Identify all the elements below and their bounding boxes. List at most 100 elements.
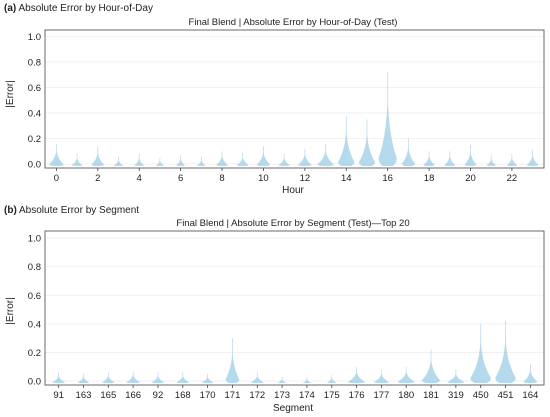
hour-of-day-violin-chart: Final Blend | Absolute Error by Hour-of-…: [5, 17, 545, 196]
panel-b-heading: (b) Absolute Error by Segment: [4, 205, 139, 216]
x-tick-label: 177: [373, 390, 389, 401]
violin-0: [49, 143, 64, 166]
violin-6: [176, 155, 185, 166]
x-tick-label: 172: [249, 390, 265, 401]
violin-166: [126, 371, 140, 383]
violin-319: [447, 369, 465, 383]
violin-170: [201, 373, 214, 383]
violin-177: [373, 369, 389, 383]
x-tick-label: 170: [200, 390, 216, 401]
panel-a-letter: (a): [4, 3, 17, 14]
violin-23: [526, 149, 539, 166]
chart-title: Final Blend | Absolute Error by Hour-of-…: [189, 17, 398, 28]
y-tick-label: 0.6: [28, 83, 41, 94]
y-axis-label: |Error|: [5, 80, 16, 107]
plot-frame: [44, 29, 545, 169]
violin-171: [225, 338, 240, 383]
violin-181: [421, 349, 441, 383]
x-tick-label: 163: [76, 390, 92, 401]
panel-b-letter: (b): [4, 205, 17, 216]
y-tick-label: 0.0: [28, 377, 41, 388]
violin-20: [464, 144, 477, 166]
violin-2: [91, 146, 105, 166]
chart-title: Final Blend | Absolute Error by Segment …: [176, 218, 409, 229]
x-tick-label: 18: [424, 173, 435, 184]
y-tick-label: 0.8: [28, 262, 41, 273]
x-tick-label: 0: [54, 173, 59, 184]
violin-16: [378, 72, 397, 166]
x-tick-label: 180: [398, 390, 414, 401]
violin-14: [338, 115, 355, 166]
violin-168: [176, 372, 190, 383]
x-tick-label: 165: [100, 390, 116, 401]
x-tick-label: 171: [225, 390, 241, 401]
violin-12: [298, 148, 312, 166]
x-tick-label: 319: [448, 390, 464, 401]
violin-176: [347, 366, 366, 383]
x-tick-label: 20: [465, 173, 476, 184]
violin-15: [358, 119, 376, 166]
x-tick-label: 164: [522, 390, 538, 401]
y-tick-label: 0.4: [28, 108, 41, 119]
x-tick-label: 2: [95, 173, 100, 184]
y-tick-label: 0.8: [28, 57, 41, 68]
violin-19: [444, 151, 456, 166]
violin-17: [401, 138, 416, 166]
violin-92: [151, 372, 165, 383]
x-tick-label: 91: [53, 390, 64, 401]
panel-b-heading-text: Absolute Error by Segment: [19, 205, 140, 216]
segment-violin-chart: Final Blend | Absolute Error by Segment …: [5, 218, 545, 414]
violin-173: [278, 376, 287, 383]
violin-18: [423, 151, 435, 166]
y-tick-label: 0.4: [28, 319, 41, 330]
x-tick-label: 181: [423, 390, 439, 401]
x-tick-label: 451: [498, 390, 514, 401]
x-tick-label: 173: [274, 390, 290, 401]
x-tick-label: 174: [299, 390, 315, 401]
y-tick-label: 0.0: [28, 160, 41, 171]
x-tick-label: 12: [300, 173, 311, 184]
violin-8: [216, 151, 228, 166]
x-tick-label: 450: [473, 390, 489, 401]
violin-450: [470, 323, 491, 383]
y-tick-label: 0.2: [28, 348, 41, 359]
violin-451: [495, 321, 516, 383]
x-axis-label: Segment: [273, 403, 313, 414]
violin-5: [156, 157, 164, 166]
x-tick-label: 8: [219, 173, 224, 184]
y-tick-label: 1.0: [28, 32, 41, 43]
violin-3: [114, 156, 123, 166]
violin-172: [250, 372, 264, 383]
violin-9: [237, 152, 249, 166]
x-tick-label: 16: [382, 173, 393, 184]
x-tick-label: 166: [125, 390, 141, 401]
y-tick-label: 1.0: [28, 234, 41, 245]
violin-164: [523, 363, 538, 383]
violin-10: [256, 146, 271, 166]
panel-a-heading: (a) Absolute Error by Hour-of-Day: [4, 3, 153, 14]
violin-22: [506, 153, 518, 166]
x-tick-label: 4: [137, 173, 142, 184]
violin-4: [134, 153, 144, 166]
y-tick-label: 0.6: [28, 291, 41, 302]
violin-175: [327, 375, 337, 383]
violin-163: [77, 373, 90, 383]
violin-21: [486, 155, 496, 166]
violin-13: [317, 143, 334, 166]
violin-165: [102, 372, 115, 383]
x-tick-label: 10: [258, 173, 269, 184]
violin-91: [52, 372, 65, 383]
y-tick-label: 0.2: [28, 134, 41, 145]
violin-7: [197, 156, 206, 166]
x-tick-label: 175: [324, 390, 340, 401]
violin-180: [397, 366, 415, 383]
x-tick-label: 14: [341, 173, 352, 184]
violin-11: [278, 153, 290, 166]
x-tick-label: 92: [153, 390, 164, 401]
x-tick-label: 168: [175, 390, 191, 401]
violin-174: [302, 376, 311, 383]
x-tick-label: 176: [349, 390, 365, 401]
x-axis-label: Hour: [282, 185, 304, 196]
y-axis-label: |Error|: [5, 297, 16, 324]
x-tick-label: 6: [178, 173, 183, 184]
